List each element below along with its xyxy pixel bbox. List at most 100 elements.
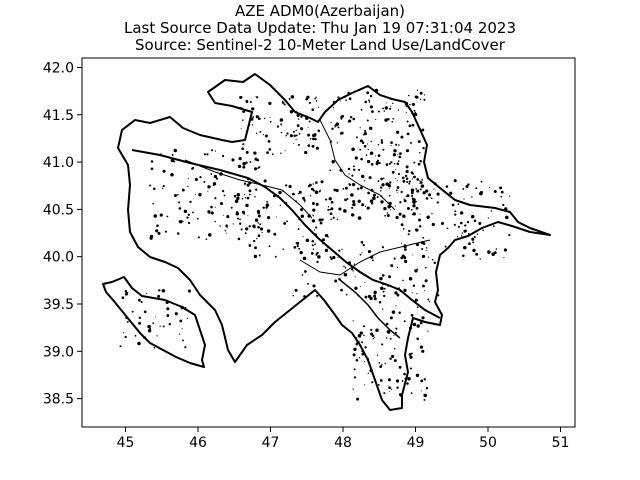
x-tick-label: 45 [117,435,135,451]
land-cover-dot [391,310,396,314]
land-cover-dot [340,288,343,292]
land-cover-dot [370,255,374,259]
land-cover-dot [302,196,305,200]
land-cover-dot [275,216,278,218]
land-cover-dot [391,354,395,358]
land-cover-dot [149,327,151,330]
land-cover-dot [491,252,495,256]
y-tick-label: 38.5 [43,392,74,408]
river-north [319,119,396,211]
land-cover-dot [373,294,377,298]
land-cover-dot [392,117,395,120]
land-cover-dot [401,380,404,382]
land-cover-dot [297,143,300,146]
land-cover-dot [147,328,152,333]
land-cover-dot [369,199,374,203]
land-cover-dot [426,215,430,219]
land-cover-dot [386,212,389,214]
land-cover-dot [214,220,216,223]
land-cover-dot [157,294,161,298]
land-cover-dot [378,161,381,165]
land-cover-dot [181,328,183,330]
land-cover-dot [196,217,199,220]
land-cover-dot [280,123,283,126]
map-layer [102,73,551,411]
land-cover-dot [412,284,416,287]
land-cover-dot [419,345,424,349]
land-cover-dot [463,229,467,233]
x-tick-label: 47 [262,435,280,451]
land-cover-dot [359,186,363,190]
land-cover-dot [415,188,418,190]
land-cover-dot [384,362,386,365]
land-cover-dot [332,216,335,219]
land-cover-dot [372,337,374,340]
land-cover-dot [339,168,343,172]
land-cover-dot [410,392,413,394]
land-cover-dot [300,115,303,118]
land-cover-dot [431,258,434,261]
land-cover-dot [248,225,251,228]
land-cover-dot [364,281,366,284]
land-cover-dot [303,295,306,298]
land-cover-dot [353,263,356,265]
land-cover-dot [363,180,366,182]
land-cover-dot [398,155,402,159]
land-cover-dot [273,232,277,236]
land-cover-dot [410,188,415,192]
land-cover-dot [267,140,271,143]
land-cover-dot [428,301,431,303]
land-cover-dot [402,179,406,183]
land-cover-dot [237,237,241,241]
land-cover-dot [411,178,414,180]
land-cover-dot [171,153,174,157]
land-cover-dot [327,246,329,249]
land-cover-dot [131,310,134,313]
land-cover-dot [315,146,319,150]
land-cover-dot [320,180,324,184]
y-tick-label: 39.0 [43,344,74,360]
land-cover-dot [315,100,318,102]
land-cover-dot [254,196,256,198]
land-cover-dot [404,377,406,380]
land-cover-dot [150,167,154,171]
land-cover-dot [333,188,336,191]
land-cover-dot [407,377,411,381]
land-cover-dot [410,191,414,195]
land-cover-dot [308,120,311,123]
land-cover-dot [126,291,129,294]
land-cover-dot [402,279,404,282]
land-cover-dot [386,102,388,104]
land-cover-dot [389,181,392,184]
land-cover-dot [210,173,213,175]
land-cover-dot [311,202,315,205]
land-cover-dot [354,156,358,160]
land-cover-dot [367,294,372,299]
land-cover-dot [380,177,383,181]
land-cover-dot [187,185,189,188]
land-cover-dot [253,239,256,243]
land-cover-dot [426,249,428,251]
land-cover-dot [305,97,308,101]
land-cover-dot [395,189,398,192]
land-cover-dot [249,100,252,104]
land-cover-dot [159,213,163,217]
land-cover-dot [380,286,384,291]
land-cover-dot [178,207,182,210]
land-cover-dot [231,158,235,162]
land-cover-dot [392,153,397,157]
land-cover-dot [457,203,460,205]
land-cover-dot [412,322,417,327]
land-cover-dot [241,197,244,200]
land-cover-dot [306,115,308,117]
land-cover-dot [330,121,332,123]
land-cover-dot [236,217,240,220]
land-cover-dot [295,110,298,114]
land-cover-dot [355,342,358,346]
land-cover-dot [277,194,280,197]
land-cover-dot [307,144,311,147]
land-cover-dot [503,257,505,259]
land-cover-dot [364,384,366,386]
land-cover-dot [162,169,166,173]
land-cover-dot [385,322,389,326]
